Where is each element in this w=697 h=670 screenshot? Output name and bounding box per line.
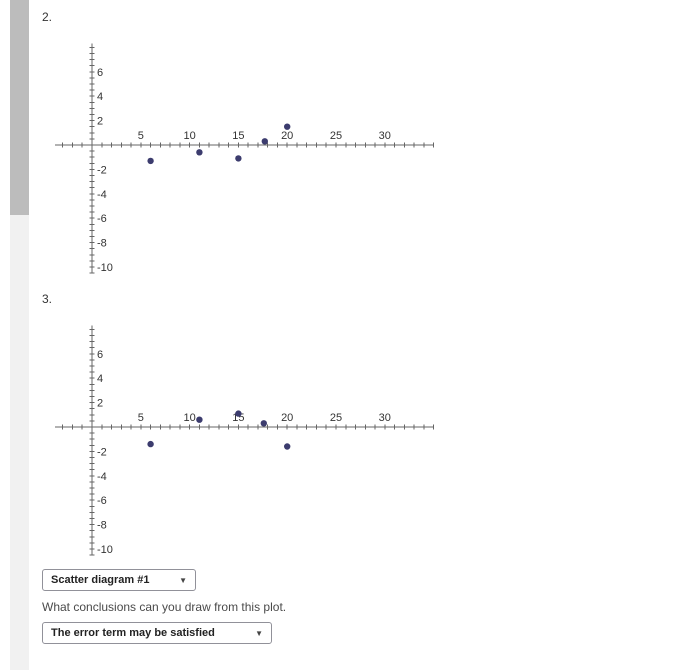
svg-text:30: 30	[379, 412, 391, 424]
scatter-diagram-select[interactable]: Scatter diagram #1 ▼	[42, 569, 196, 591]
scatter-plot-item-3: 5 10 15 20 25 30 6 4 2 -2 -4 -6 -8 -10	[54, 325, 435, 556]
svg-text:20: 20	[281, 130, 293, 142]
chevron-down-icon: ▼	[255, 628, 263, 638]
svg-text:-8: -8	[97, 520, 107, 532]
svg-text:30: 30	[379, 130, 391, 142]
scatter-plot-item-2: 5 10 15 20 25 30 6 4 2 -2 -4 -6 -8 -10	[54, 43, 435, 274]
svg-text:2: 2	[97, 116, 103, 128]
svg-text:15: 15	[232, 412, 244, 424]
svg-text:4: 4	[97, 373, 103, 385]
svg-text:25: 25	[330, 130, 342, 142]
svg-text:-6: -6	[97, 213, 107, 225]
conclusion-select[interactable]: The error term may be satisfied ▼	[42, 622, 272, 644]
svg-text:6: 6	[97, 67, 103, 79]
item-2-label: 2.	[42, 10, 53, 24]
svg-text:5: 5	[138, 412, 144, 424]
svg-text:4: 4	[97, 91, 103, 103]
scatter-diagram-select-value: Scatter diagram #1	[51, 574, 150, 586]
svg-text:6: 6	[97, 349, 103, 361]
svg-text:-8: -8	[97, 238, 107, 250]
chevron-down-icon: ▼	[179, 575, 187, 585]
svg-text:2: 2	[97, 398, 103, 410]
svg-text:-6: -6	[97, 495, 107, 507]
svg-text:-10: -10	[97, 544, 113, 556]
scrollbar-thumb[interactable]	[10, 0, 29, 215]
svg-text:25: 25	[330, 412, 342, 424]
svg-text:-2: -2	[97, 446, 107, 458]
svg-text:10: 10	[183, 412, 195, 424]
question-text: What conclusions can you draw from this …	[42, 600, 287, 614]
svg-text:-4: -4	[97, 189, 107, 201]
svg-text:15: 15	[232, 130, 244, 142]
svg-text:-2: -2	[97, 164, 107, 176]
svg-text:5: 5	[138, 130, 144, 142]
conclusion-select-value: The error term may be satisfied	[51, 627, 215, 639]
svg-text:-10: -10	[97, 262, 113, 274]
svg-text:10: 10	[183, 130, 195, 142]
item-3-label: 3.	[42, 292, 53, 306]
svg-text:20: 20	[281, 412, 293, 424]
scrollbar[interactable]	[10, 0, 29, 670]
svg-text:-4: -4	[97, 471, 107, 483]
